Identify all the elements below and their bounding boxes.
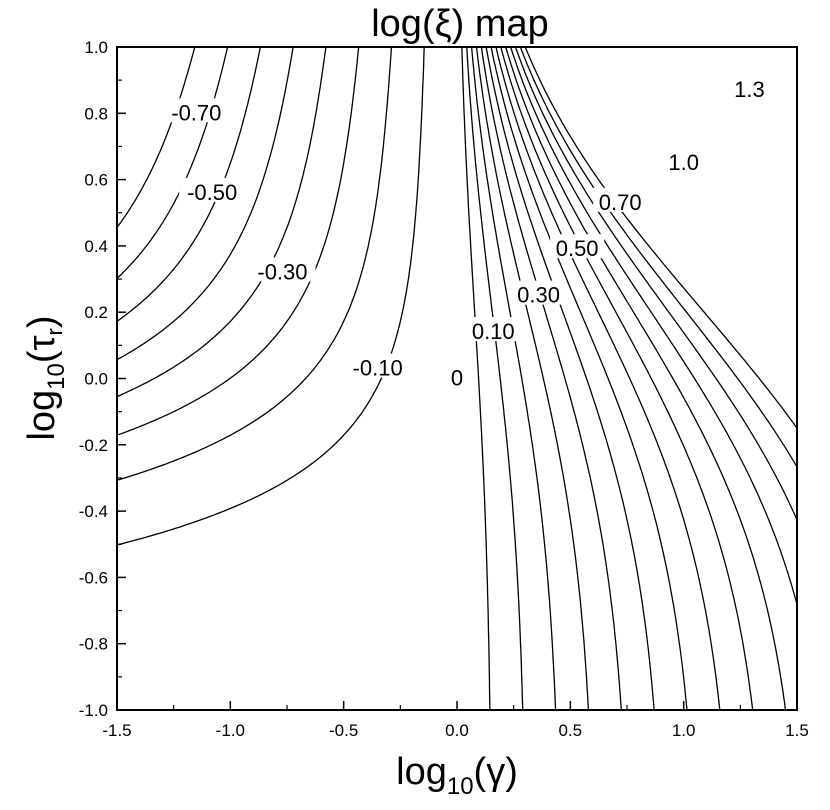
y-tick-label: -0.8 [79, 635, 108, 654]
x-tick-label: -1.5 [102, 721, 131, 740]
contour-line [509, 46, 798, 605]
x-axis-title-arg: (γ) [474, 751, 518, 793]
contour-label: -0.50 [187, 180, 237, 205]
x-tick-label: -1.0 [216, 721, 245, 740]
contour-label: -0.10 [353, 356, 403, 381]
contour-line [475, 46, 590, 711]
x-tick-label: -0.5 [329, 721, 358, 740]
contour-label-bg [662, 148, 705, 173]
contour-label: -0.70 [171, 100, 221, 125]
y-tick-label: 0.8 [84, 104, 108, 123]
contour-label: 1.3 [734, 77, 765, 102]
y-tick-label: 1.0 [84, 38, 108, 57]
contour-label-bg [728, 75, 771, 100]
contour-label: 0.10 [472, 319, 515, 344]
y-tick-label: 0.2 [84, 303, 108, 322]
contour-line [480, 46, 622, 711]
contour-label-bg [593, 187, 648, 212]
y-axis-title-arg-open: (τ [21, 335, 63, 363]
contour-label: 0.30 [517, 283, 560, 308]
contour-line [505, 46, 787, 711]
x-tick-label: 1.0 [672, 721, 696, 740]
y-tick-label: -0.2 [79, 436, 108, 455]
y-axis-title: log10(τr) [21, 315, 70, 440]
x-tick-label: 0.0 [445, 721, 469, 740]
contour-line [485, 46, 655, 711]
contour-label-bg [466, 317, 521, 342]
y-tick-label: 0.6 [84, 171, 108, 190]
y-axis-title-sub: 10 [43, 363, 70, 390]
x-axis-title-base: log [396, 751, 447, 793]
contour-label-bg [344, 353, 411, 378]
y-tick-label: 0.0 [84, 370, 108, 389]
contour-label: 0.70 [599, 190, 642, 215]
contour-line [490, 46, 688, 711]
y-axis-title-arg-close: ) [21, 315, 63, 328]
x-tick-label: 1.5 [785, 721, 809, 740]
contour-label: -0.30 [257, 259, 307, 284]
x-tick-label: 0.5 [559, 721, 583, 740]
contour-line [466, 46, 524, 711]
x-axis-title: log10(γ) [396, 751, 518, 800]
contour-line [116, 46, 393, 481]
x-axis-title-sub: 10 [447, 773, 474, 800]
contour-line [116, 46, 327, 398]
contour-line [116, 46, 229, 279]
contour-label-bg [163, 98, 230, 123]
y-axis-ticks: -1.0 -0.8 -0.6 -0.4 -0.2 0.0 0.2 0.4 0.6 0.8 1.0 [79, 38, 126, 720]
y-tick-label: 0.4 [84, 237, 108, 256]
contour-line [116, 46, 425, 546]
y-axis-title-arg-sub: r [42, 328, 67, 335]
contour-label: 1.0 [668, 150, 699, 175]
contour-line [495, 46, 721, 711]
contour-line [116, 46, 360, 436]
y-tick-label: -1.0 [79, 701, 108, 720]
contour-label-bg [550, 234, 605, 259]
chart-title: log(ξ) map [371, 3, 549, 45]
y-axis-title-base: log [21, 390, 63, 441]
contour-label: 0 [451, 366, 463, 391]
y-tick-label: -0.6 [79, 568, 108, 587]
contour-label-bg [511, 280, 566, 305]
contour-label-bg [249, 257, 316, 282]
contour-label-bg [448, 363, 466, 388]
contour-labels: -0.70 -0.50 -0.30 -0.10 0 0.100.30 0.500.70 1.0… [163, 75, 771, 391]
y-tick-label: -0.4 [79, 502, 108, 521]
contour-line [116, 46, 294, 361]
contour-label: 0.50 [556, 236, 599, 261]
x-axis-ticks: -1.5 -1.0 -0.5 0.0 0.5 1.0 1.5 [102, 701, 809, 740]
contour-label-bg [179, 177, 246, 202]
contour-line [500, 46, 754, 711]
contour-lines [116, 46, 798, 711]
contour-line [461, 46, 491, 711]
